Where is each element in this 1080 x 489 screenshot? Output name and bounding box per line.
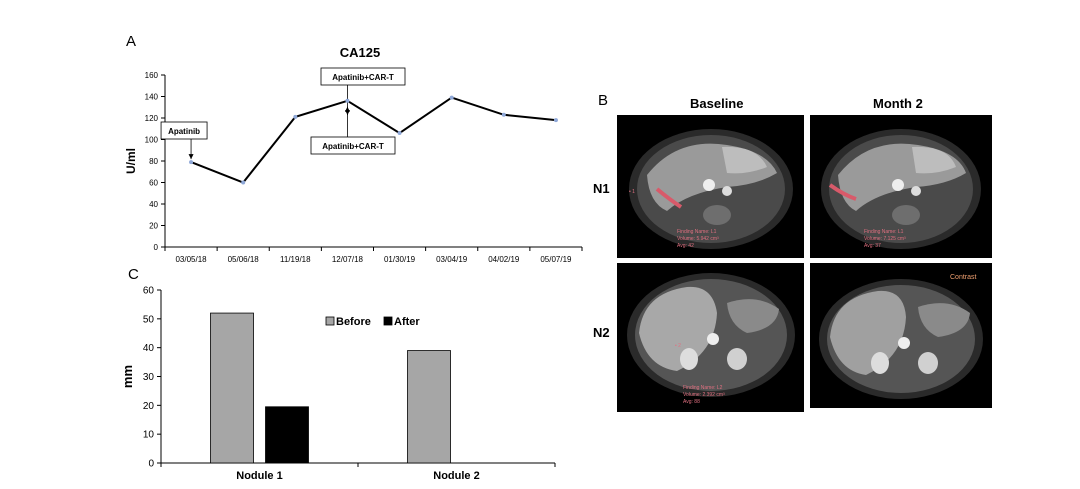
annotation-apatinib-car-t-lower: Apatinib+CAR-T	[310, 136, 396, 155]
chart-a-y-tick-label: 100	[145, 136, 159, 145]
ct-scan-n2-baseline: • 2 Finding Name: L2 Volume: 2.392 cm³ A…	[617, 263, 804, 412]
chart-a-x-tick-label: 01/30/19	[384, 255, 416, 264]
chart-c-bar	[265, 406, 309, 464]
chart-a-x-ticks: 03/05/18 05/06/18 11/19/18 12/07/18 01/30/19…	[164, 247, 583, 264]
chart-a-data-point	[241, 180, 246, 185]
chart-c-legend-label: Before	[336, 316, 371, 328]
chart-c-legend-swatch	[325, 316, 335, 326]
ca125-line-chart: CA125 U/ml 0 20 40 60 80 100 120 140 160 03/05/1…	[124, 45, 583, 264]
chart-a-x-tick-label: 03/04/19	[436, 255, 468, 264]
ct-scan-n1-baseline-image: • 1 Finding Name: L1 Volume: 5.942 cm³ A…	[629, 129, 793, 249]
chart-a-y-tick-label: 60	[149, 179, 158, 188]
chart-c-y-tick-label: 30	[143, 372, 155, 383]
chart-a-y-tick-label: 160	[145, 71, 159, 80]
chart-a-y-axis-label: U/ml	[124, 148, 138, 174]
ct-overlay-line: Volume: 7.125 cm³	[864, 236, 906, 242]
chart-a-y-tick-label: 40	[149, 200, 158, 209]
chart-a-x-tick-label: 03/05/18	[175, 255, 207, 264]
imaging-row-n1: N1	[593, 181, 610, 196]
chart-c-legend-label: After	[394, 316, 420, 328]
chart-a-y-tick-label: 0	[154, 243, 159, 252]
chart-a-x-tick-label: 05/07/19	[540, 255, 572, 264]
ct-overlay-line: Finding Name: L1	[677, 229, 717, 235]
chart-a-data-point	[345, 98, 350, 103]
imaging-column-baseline: Baseline	[690, 96, 744, 111]
svg-text:Apatinib: Apatinib	[168, 127, 200, 136]
chart-c-y-tick-label: 20	[143, 401, 155, 412]
chart-a-x-tick-label: 11/19/18	[280, 255, 311, 264]
ct-overlay-line: Finding Name: L2	[683, 385, 723, 391]
ct-scan-n2-baseline-image: • 2 Finding Name: L2 Volume: 2.392 cm³ A…	[627, 273, 795, 405]
chart-a-data-point	[397, 131, 402, 136]
chart-a-y-ticks: 0 20 40 60 80 100 120 140 160	[145, 71, 165, 252]
chart-c-y-tick-label: 10	[143, 430, 155, 441]
ct-overlay-line: Volume: 2.392 cm³	[683, 392, 725, 398]
ct-overlay-line: Finding Name: L1	[864, 229, 904, 235]
ct-scan-n1-month2: Finding Name: L1 Volume: 7.125 cm³ Avg: …	[810, 115, 992, 258]
chart-a-points	[189, 95, 558, 185]
imaging-column-month2: Month 2	[873, 96, 923, 111]
chart-c-x-tick-label: Nodule 2	[433, 470, 479, 482]
chart-a-y-tick-label: 20	[149, 222, 158, 231]
chart-c-legend: Before After	[325, 316, 420, 328]
ct-scan-n2-month2: Contrast	[810, 263, 992, 408]
svg-text:Apatinib+CAR-T: Apatinib+CAR-T	[322, 142, 384, 151]
ct-scan-n1-month2-image: Finding Name: L1 Volume: 7.125 cm³ Avg: …	[821, 129, 981, 249]
chart-a-x-tick-label: 04/02/19	[488, 255, 520, 264]
panel-letter-b: B	[598, 92, 609, 109]
ct-scan-n1-baseline: • 1 Finding Name: L1 Volume: 5.942 cm³ A…	[617, 115, 804, 258]
chart-c-x-tick-label: Nodule 1	[236, 470, 282, 482]
chart-a-data-point	[189, 160, 194, 165]
chart-a-axes	[164, 75, 582, 248]
chart-c-legend-swatch	[383, 316, 393, 326]
chart-c-y-tick-label: 0	[148, 459, 154, 470]
chart-c-y-tick-label: 60	[143, 286, 155, 297]
ct-overlay-line: Avg: 37	[864, 243, 881, 249]
svg-text:Apatinib+CAR-T: Apatinib+CAR-T	[332, 73, 394, 82]
chart-a-y-tick-label: 80	[149, 157, 158, 166]
ct-scan-n2-month2-image: Contrast	[819, 274, 983, 399]
chart-a-x-tick-label: 12/07/18	[332, 255, 364, 264]
chart-c-y-tick-label: 50	[143, 314, 155, 325]
panel-letter-a: A	[126, 33, 137, 50]
chart-a-annotations: Apatinib Apatinib+CAR-T Apatinib+CAR-T	[160, 67, 406, 160]
annotation-apatinib: Apatinib	[160, 121, 208, 140]
chart-a-y-tick-label: 140	[145, 93, 159, 102]
chart-a-data-point	[293, 114, 298, 119]
ct-overlay-line: Avg: 42	[677, 243, 694, 249]
chart-c-bar	[210, 312, 254, 464]
chart-c-bars	[210, 312, 451, 464]
chart-a-x-tick-label: 05/06/18	[228, 255, 260, 264]
annotation-arrow	[188, 139, 194, 160]
ct-measure-label: • 2	[675, 343, 681, 349]
nodule-bar-chart: mm 0 10 20 30 40 50 60 Nodule 1 Nodule 2 Before…	[120, 286, 556, 482]
chart-c-y-ticks: 0 10 20 30 40 50 60	[143, 286, 161, 470]
ct-overlay-line: Volume: 5.942 cm³	[677, 236, 719, 242]
annotation-arrow	[344, 106, 350, 137]
panel-letter-c: C	[128, 266, 139, 283]
annotation-apatinib-car-t-upper: Apatinib+CAR-T	[320, 67, 406, 86]
chart-a-title: CA125	[340, 45, 380, 60]
chart-c-x-ticks: Nodule 1 Nodule 2	[160, 463, 556, 482]
chart-a-series-line	[190, 96, 557, 184]
chart-a-data-point	[553, 118, 558, 123]
chart-c-y-axis-label: mm	[120, 365, 135, 388]
imaging-row-n2: N2	[593, 325, 610, 340]
chart-a-data-point	[501, 112, 506, 117]
chart-a-y-tick-label: 120	[145, 114, 159, 123]
ct-measure-label: • 1	[629, 189, 635, 195]
ct-contrast-tag: Contrast	[950, 274, 977, 281]
chart-a-data-point	[449, 95, 454, 100]
chart-c-y-tick-label: 40	[143, 343, 155, 354]
ct-overlay-line: Avg: 88	[683, 399, 700, 405]
chart-c-bar	[407, 350, 451, 464]
